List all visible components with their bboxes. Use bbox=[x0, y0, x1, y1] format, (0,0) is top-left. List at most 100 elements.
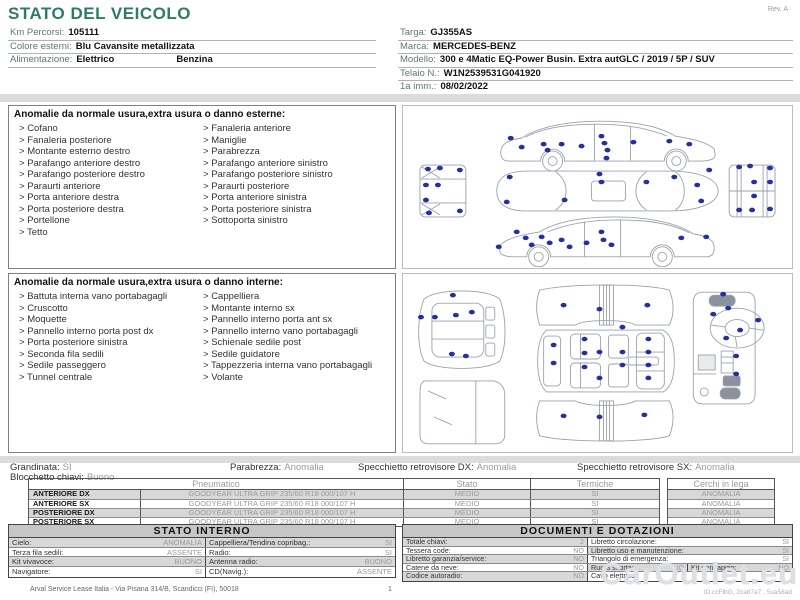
page-title: STATO DEL VEICOLO bbox=[8, 4, 191, 23]
cerchi-value: ANOMALIA bbox=[701, 499, 741, 508]
documenti-table: DOCUMENTI E DOTAZIONI Totale chiavi: 2 Li… bbox=[402, 524, 793, 582]
field-modello: Modello: 300 e 4Matic EQ-Power Busin. Ex… bbox=[398, 54, 793, 68]
tyre-stato: MEDIO bbox=[404, 489, 531, 499]
exterior-damage-markers bbox=[422, 133, 774, 250]
stato-interno-body: Cielo: ANOMALIA Cappelliera/Tendina copr… bbox=[9, 538, 395, 577]
anomaly-item: Schienale sedile post bbox=[203, 337, 387, 349]
blocchetto-chiavi-label: Blocchetto chiavi: bbox=[10, 472, 84, 483]
documenti-row: Codice autoradio: NO Cavo elettrico: bbox=[403, 572, 792, 581]
cell-value: BUONO bbox=[364, 557, 392, 567]
parabrezza-label: Parabrezza: bbox=[230, 462, 282, 473]
tyre-row: ANTERIORE DX GOODYEAR ULTRA GRIP 235/60 … bbox=[29, 489, 659, 499]
tyre-termiche: SI bbox=[591, 489, 599, 498]
field-marca-value: MERCEDES-BENZ bbox=[433, 40, 516, 52]
stato-interno-cell: Antenna radio: BUONO bbox=[206, 557, 395, 567]
cerchi-value: ANOMALIA bbox=[701, 489, 741, 498]
tyre-stato: MEDIO bbox=[404, 508, 531, 517]
cerchi-row: ANOMALIA bbox=[668, 508, 774, 517]
documenti-row: Libretto garanzia/service: NO Triangolo d… bbox=[403, 555, 792, 564]
tyre-position: ANTERIORE DX bbox=[29, 489, 141, 499]
cell-label: Libretto circolazione: bbox=[591, 538, 657, 546]
documenti-cell: Libretto garanzia/service: NO bbox=[403, 555, 588, 563]
anomaly-item: Parafango anteriore sinistro bbox=[203, 158, 387, 170]
tyre-table: Pneumatico Stato Termiche ANTERIORE DX G… bbox=[28, 478, 775, 527]
anomaly-item: Parabrezza bbox=[203, 146, 387, 158]
documenti-cell: Tessera code: NO bbox=[403, 546, 588, 555]
anomaly-item: Parafango posteriore sinistro bbox=[203, 169, 387, 181]
section-separator bbox=[0, 456, 800, 463]
field-km-label: Km Percorsi: bbox=[10, 27, 65, 38]
grandinata-status: Grandinata: SI bbox=[10, 462, 72, 473]
cell-label: Navigatore: bbox=[12, 567, 51, 577]
cell-value: ANOMALIA bbox=[163, 538, 202, 547]
cell-label: Cielo: bbox=[12, 538, 32, 547]
cerchi-value: ANOMALIA bbox=[701, 517, 741, 526]
stato-interno-cell: Cielo: ANOMALIA bbox=[9, 538, 206, 547]
cell-value: ASSENTE bbox=[356, 567, 392, 577]
cell-value: NO bbox=[778, 563, 789, 572]
anomaly-item: Porta posteriore destra bbox=[19, 204, 203, 216]
tyre-spec: GOODYEAR ULTRA GRIP 235/60 R18 000/107 H bbox=[141, 508, 404, 517]
revision-label: Rev. A bbox=[767, 6, 788, 13]
cell-value: NO bbox=[573, 555, 584, 563]
cerchi-table-body: ANOMALIA ANOMALIA ANOMALIA ANOMALIA bbox=[668, 489, 774, 526]
field-targa-value: GJ355AS bbox=[430, 27, 473, 38]
field-marca: Marca: MERCEDES-BENZ bbox=[398, 40, 793, 54]
section-separator bbox=[0, 94, 800, 102]
anomaly-item: Porta posteriore sinistra bbox=[203, 204, 387, 216]
interior-anomalies-lists: Battuta interna vano portabagagliCruscot… bbox=[9, 290, 395, 384]
tyre-position: POSTERIORE DX bbox=[29, 508, 141, 517]
cell-value: 2 bbox=[580, 538, 584, 546]
documenti-cell: Totale chiavi: 2 bbox=[403, 538, 588, 546]
field-prima-imm-label: 1a imm.: bbox=[400, 81, 437, 92]
field-marca-label: Marca: bbox=[400, 40, 430, 52]
documenti-cell: Cavo elettrico: bbox=[588, 572, 792, 581]
cerchi-table: Cerchi in lega ANOMALIA ANOMALIA ANOMALI… bbox=[667, 478, 775, 527]
cell-value: SI bbox=[384, 538, 392, 547]
field-fuel: Alimentazione: Elettrico Benzina bbox=[8, 54, 376, 68]
specchietto-dx-label: Specchietto retrovisore DX: bbox=[358, 462, 474, 473]
cell-label: Tessera code: bbox=[406, 546, 451, 555]
anomaly-item: Tetto bbox=[19, 227, 203, 239]
tyre-table-header: Pneumatico Stato Termiche bbox=[29, 479, 659, 490]
cell-value: SI bbox=[782, 546, 789, 555]
footer-company: Arval Service Lease Italia - Via Pisana … bbox=[30, 586, 239, 593]
cell-value: NO bbox=[573, 546, 584, 555]
cell-value: NO bbox=[573, 563, 584, 572]
cerchi-row: ANOMALIA bbox=[668, 489, 774, 499]
stato-interno-cell: Navigatore: SI bbox=[9, 567, 206, 577]
tyre-position: ANTERIORE SX bbox=[29, 499, 141, 508]
field-prima-imm-value: 08/02/2022 bbox=[440, 81, 488, 92]
cell-label: Catene da neve: bbox=[406, 563, 459, 572]
anomaly-item: Cappelliera bbox=[203, 291, 387, 303]
field-color-value: Blu Cavansite metallizzata bbox=[75, 40, 195, 52]
anomaly-item: Montante interno sx bbox=[203, 303, 387, 315]
parabrezza-value: Anomalia bbox=[284, 462, 324, 473]
grandinata-label: Grandinata: bbox=[10, 462, 60, 473]
stato-interno-title: STATO INTERNO bbox=[9, 525, 395, 538]
exterior-anomalies-lists: CofanoFanaleria posterioreMontante ester… bbox=[9, 122, 395, 239]
exterior-anomalies-box: Anomalie da normale usura,extra usura o … bbox=[8, 105, 396, 269]
cell-value: SI bbox=[782, 555, 789, 563]
cell-value: ASSENTE bbox=[166, 547, 202, 557]
specchietto-sx-status: Specchietto retrovisore SX: Anomalia bbox=[577, 462, 735, 473]
stato-interno-row: Navigatore: SI CD(Navig.): ASSENTE bbox=[9, 567, 395, 577]
field-modello-value: 300 e 4Matic EQ-Power Busin. Extra autGL… bbox=[439, 54, 715, 65]
cell-label: Totale chiavi: bbox=[406, 538, 448, 546]
tyre-header-termiche: Termiche bbox=[576, 479, 614, 489]
interior-anomalies-box: Anomalie da normale usura,extra usura o … bbox=[8, 273, 396, 453]
stato-interno-cell: Kit vivavoce: BUONO bbox=[9, 557, 206, 567]
anomaly-item: Maniglie bbox=[203, 135, 387, 147]
anomaly-item: Porta anteriore destra bbox=[19, 192, 203, 204]
interior-car-diagram bbox=[417, 284, 765, 445]
documenti-body: Totale chiavi: 2 Libretto circolazione: SI… bbox=[403, 538, 792, 581]
anomaly-item: Tappezzeria interna vano portabagagli bbox=[203, 360, 387, 372]
grandinata-value: SI bbox=[62, 462, 72, 473]
cell-label: Antenna radio: bbox=[209, 557, 258, 567]
field-modello-label: Modello: bbox=[400, 54, 436, 65]
documenti-row: Catene da neve: NO Ruota scorta: NO Kit go… bbox=[403, 563, 792, 573]
field-km-value: 105111 bbox=[68, 27, 100, 38]
stato-interno-row: Kit vivavoce: BUONO Antenna radio: BUONO bbox=[9, 557, 395, 568]
page-number: 1 bbox=[388, 586, 392, 593]
